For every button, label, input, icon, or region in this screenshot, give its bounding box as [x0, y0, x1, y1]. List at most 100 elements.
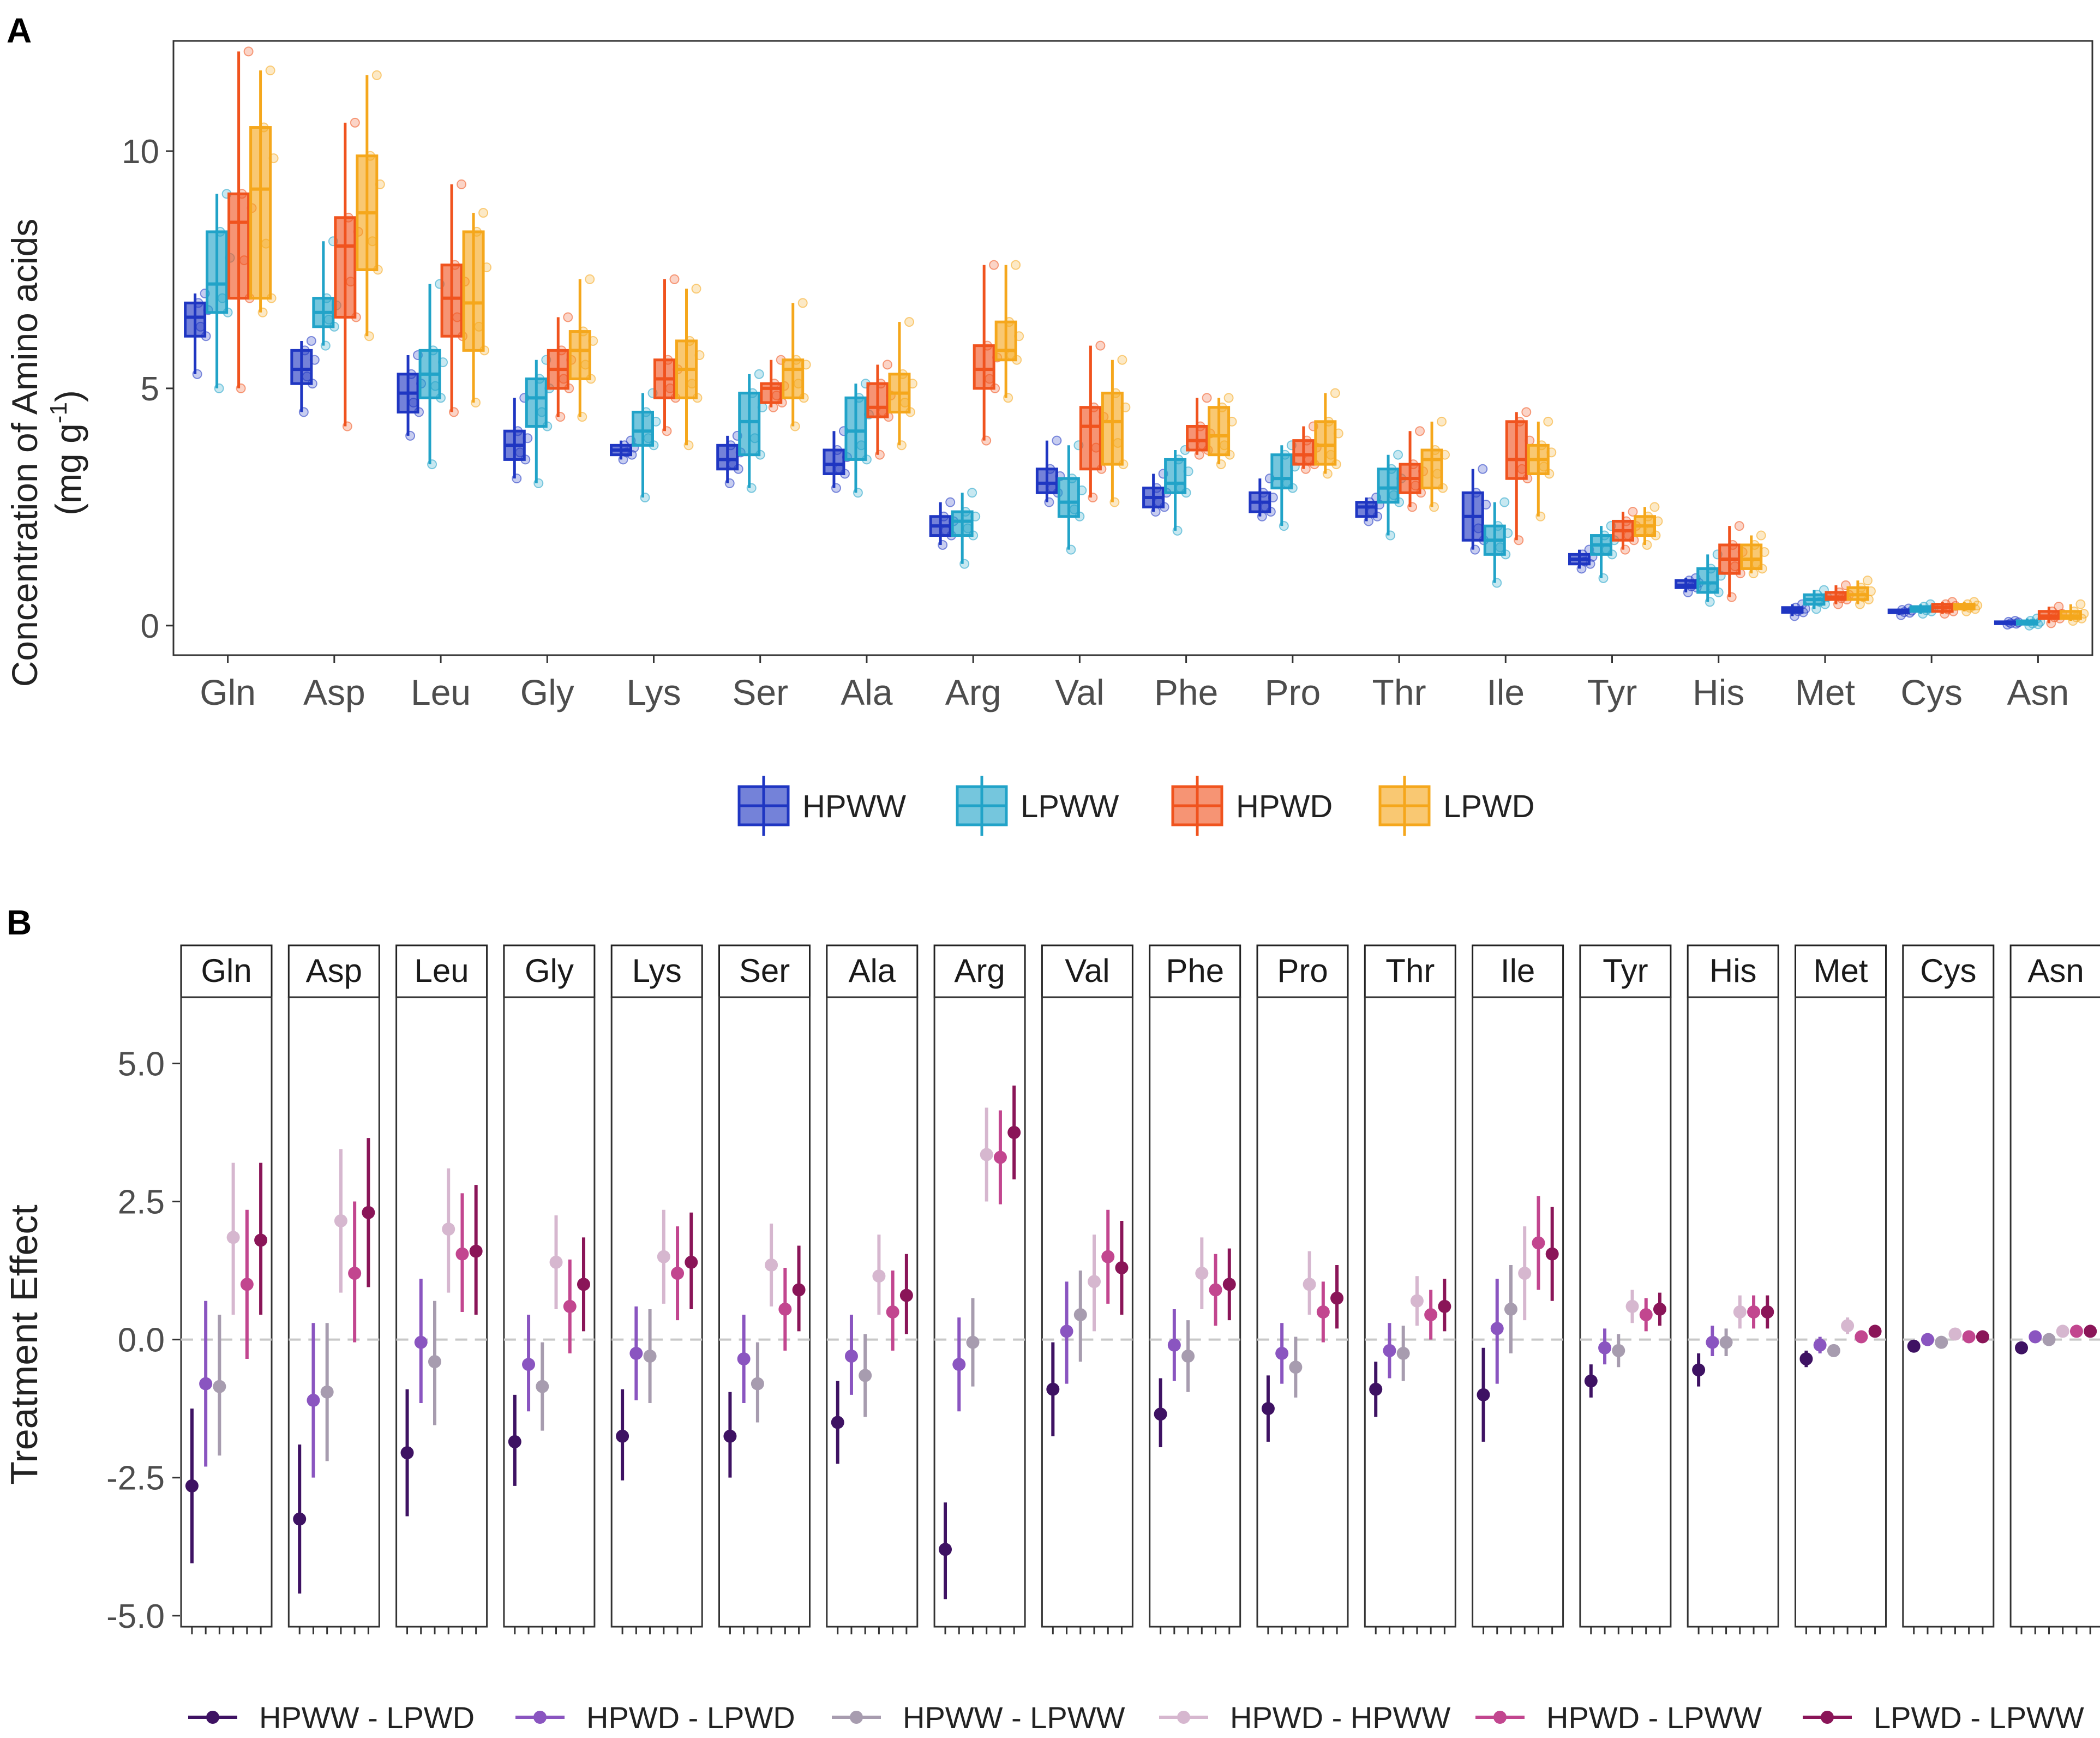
facet-strip	[1364, 944, 1456, 998]
jitter-point	[479, 345, 490, 356]
jitter-point	[1006, 350, 1017, 361]
legend-a-item-lpwd: LPWD	[1378, 776, 1535, 836]
estimate-hpww-lpwd-asn	[2015, 1341, 2029, 1355]
jitter-point	[643, 433, 653, 444]
box-lpww-lys	[632, 388, 661, 502]
estimate-lpwd-lpww-tyr	[1653, 1302, 1666, 1316]
facet-ala: Ala	[826, 944, 919, 1634]
estimate-lpwd-lpww-thr	[1438, 1299, 1451, 1313]
panel-a-ylabel-line2: (mg g-1)	[45, 390, 88, 516]
jitter-point	[430, 381, 441, 391]
jitter-point	[1304, 454, 1314, 465]
box-hpww-asp	[290, 335, 320, 417]
facet-frame	[718, 996, 811, 1628]
legend-b-label-hpww-lpww: HPWW - LPWW	[903, 1700, 1125, 1735]
estimate-hpww-lpwd-val	[1046, 1382, 1060, 1396]
estimate-lpwd-lpww-met	[1868, 1325, 1882, 1338]
jitter-point	[239, 255, 249, 266]
jitter-point	[797, 298, 808, 308]
jitter-point	[768, 402, 778, 412]
box-iqr	[334, 216, 357, 319]
estimate-hpww-lpwd-tyr	[1584, 1374, 1598, 1388]
jitter-point	[1756, 530, 1766, 541]
jitter-point	[1111, 388, 1121, 398]
jitter-point	[1862, 576, 1873, 586]
panel-a-xtick-label-asp: Asp	[303, 672, 365, 712]
jitter-point	[1004, 317, 1015, 327]
jitter-point	[237, 189, 247, 199]
jitter-point	[990, 383, 1000, 393]
facet-strip	[503, 944, 596, 998]
jitter-point	[1052, 435, 1062, 446]
jitter-point	[1653, 516, 1663, 526]
box-lpwd-phe	[1208, 393, 1237, 470]
jitter-point	[1599, 530, 1610, 541]
panel-a-ylabel-line1: Concentration of Amino acids	[4, 219, 45, 687]
jitter-point	[967, 488, 977, 498]
estimate-hpwd-lpwd-ile	[1490, 1322, 1504, 1335]
jitter-point	[1535, 511, 1546, 522]
jitter-point	[2079, 609, 2089, 619]
facet-asn: Asn	[2009, 944, 2100, 1634]
facet-strip-label-ala: Ala	[848, 952, 896, 989]
facet-leu: Leu	[395, 944, 488, 1634]
box-iqr	[1420, 448, 1443, 490]
estimate-hpwd-lpww-ile	[1532, 1236, 1545, 1250]
box-hpwd-ile	[1505, 407, 1535, 546]
facet-frame	[180, 996, 273, 1628]
jitter-point	[1730, 561, 1740, 572]
box-iqr	[206, 230, 229, 314]
jitter-point	[1495, 542, 1505, 553]
jitter-point	[1389, 490, 1399, 500]
jitter-point	[1620, 544, 1630, 555]
box-hpwd-ala	[866, 359, 896, 460]
estimate-hpwd-lpww-pro	[1316, 1305, 1330, 1319]
jitter-point	[520, 454, 531, 465]
box-lpww-ala	[844, 379, 874, 498]
jitter-point	[533, 478, 544, 488]
jitter-point	[375, 179, 385, 189]
facet-strip	[1256, 944, 1349, 998]
jitter-point	[728, 459, 738, 470]
jitter-point	[1014, 331, 1024, 341]
box-hpww-phe	[1142, 469, 1172, 517]
legend-key-point	[206, 1711, 219, 1724]
estimate-lpwd-lpww-leu	[469, 1244, 483, 1258]
facet-strip	[610, 944, 703, 998]
jitter-point	[897, 369, 908, 379]
jitter-point	[1331, 459, 1341, 470]
box-lpwd-pro	[1314, 388, 1343, 479]
jitter-point	[1279, 521, 1289, 531]
jitter-point	[1280, 450, 1290, 460]
jitter-point	[619, 440, 629, 451]
jitter-point	[874, 450, 885, 460]
facet-strip-label-leu: Leu	[415, 952, 469, 989]
jitter-point	[1365, 497, 1375, 507]
legend-key-point	[1493, 1711, 1507, 1724]
jitter-point	[790, 421, 800, 431]
facet-met: Met	[1795, 944, 1887, 1634]
estimate-hpww-lpww-thr	[1396, 1346, 1410, 1360]
facet-frame	[1149, 996, 1241, 1628]
box-lpww-phe	[1164, 445, 1193, 536]
jitter-point	[959, 559, 970, 569]
legend-b-item-hpww-lpww: HPWW - LPWW	[832, 1700, 1125, 1735]
jitter-point	[1194, 450, 1204, 460]
facet-strip-label-asn: Asn	[2027, 952, 2084, 989]
panel-a-xtick-label-ala: Ala	[841, 672, 893, 712]
facet-strip-label-asp: Asp	[306, 952, 362, 989]
jitter-point	[1705, 597, 1715, 607]
panel-b-y-axis: -5.0 -2.5 0.0 2.5 5.0	[106, 1045, 180, 1635]
estimate-hpwd-lpww-tyr	[1639, 1308, 1653, 1322]
jitter-point	[1598, 573, 1609, 583]
jitter-point	[1751, 559, 1762, 569]
panel-a-xtick-label-leu: Leu	[411, 672, 471, 712]
jitter-point	[1118, 459, 1129, 470]
jitter-point	[1621, 516, 1631, 526]
facet-val: Val	[1041, 944, 1133, 1634]
estimate-lpwd-lpww-arg	[1007, 1126, 1021, 1140]
facet-pro: Pro	[1256, 944, 1349, 1634]
jitter-point	[2069, 606, 2079, 616]
panel-b-ytick-label-2-5: -2.5	[106, 1460, 165, 1497]
panel-a-xtick-label-his: His	[1693, 672, 1744, 712]
